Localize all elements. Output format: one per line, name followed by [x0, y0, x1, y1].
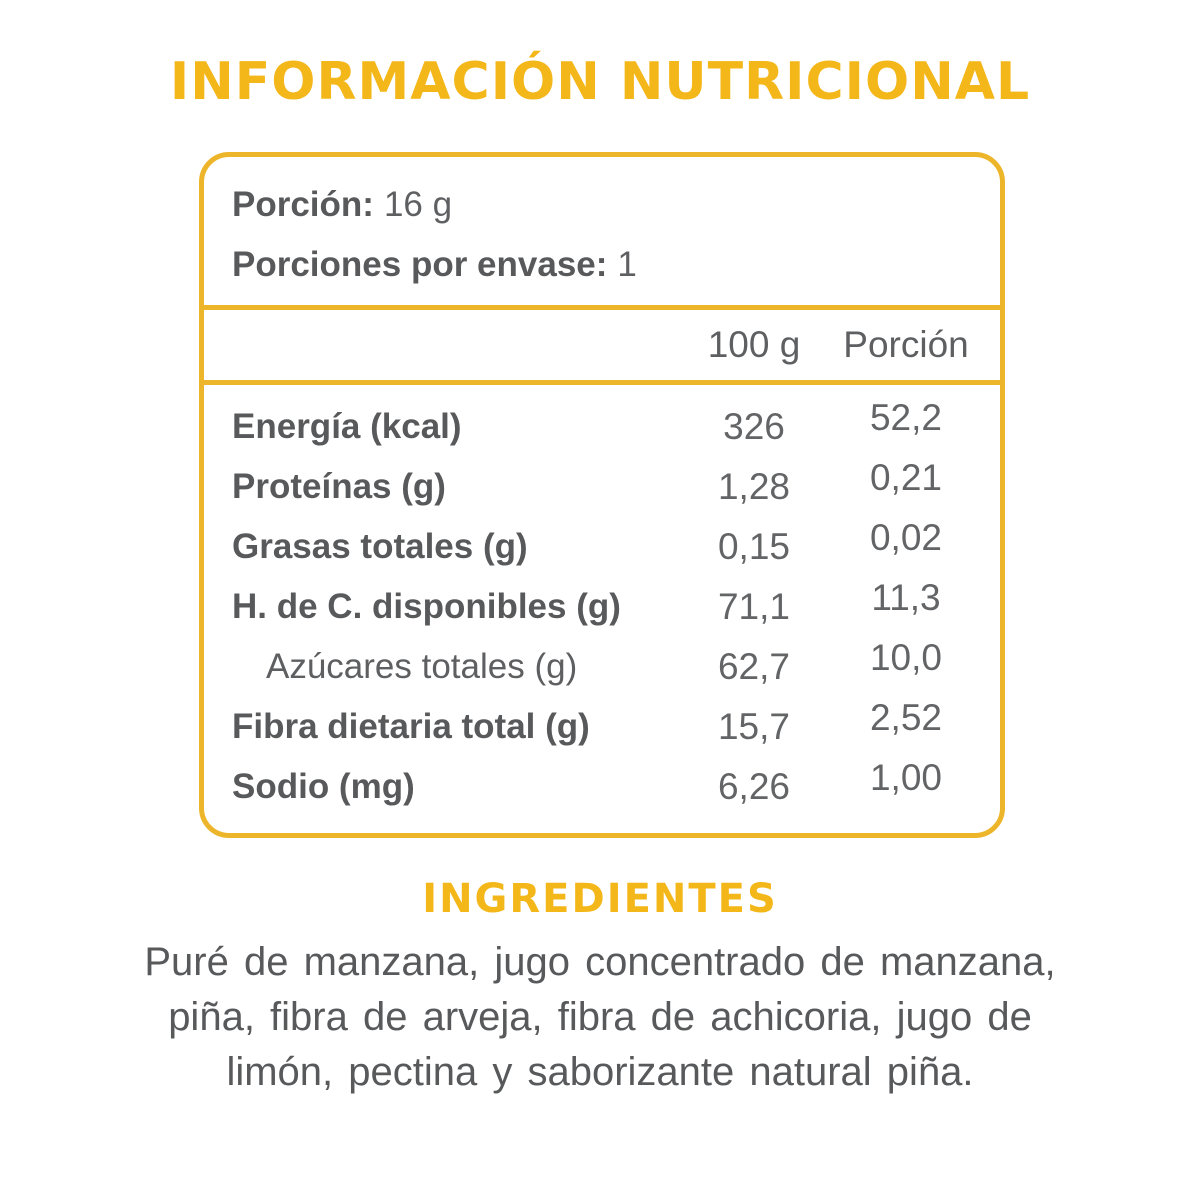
- servings-per-container-label: Porciones por envase:: [232, 245, 608, 284]
- portion-value: 2,52: [869, 697, 942, 738]
- column-header-porcion: Porción: [843, 324, 969, 365]
- portion-value: 10,0: [869, 637, 942, 678]
- per-100g-value: 15,7: [717, 706, 790, 747]
- nutrient-label: Proteínas (g): [232, 467, 446, 506]
- table-row: Grasas totales (g) 0,15 0,02: [204, 517, 1000, 577]
- table-row: Azúcares totales (g) 62,7 10,0: [204, 637, 1000, 697]
- column-header-row: 100 g Porción: [204, 310, 1000, 380]
- ingredients-line: Puré de manzana, jugo concentrado de man…: [144, 940, 1056, 984]
- nutrient-label: H. de C. disponibles (g): [232, 587, 621, 626]
- nutrient-label: Grasas totales (g): [232, 527, 528, 566]
- serving-size-label: Porción:: [232, 185, 374, 224]
- per-100g-value: 326: [723, 406, 785, 447]
- nutrient-label: Energía (kcal): [232, 407, 462, 446]
- divider-bottom: [204, 380, 1000, 385]
- table-row: Proteínas (g) 1,28 0,21: [204, 457, 1000, 517]
- page-title: INFORMACIÓN NUTRICIONAL: [169, 52, 1031, 112]
- servings-per-container-line: Porciones por envase: 1: [232, 235, 972, 295]
- ingredients-line: piña, fibra de arveja, fibra de achicori…: [168, 995, 1032, 1039]
- table-row: Sodio (mg) 6,26 1,00: [204, 757, 1000, 817]
- nutrient-label-sub: Azúcares totales (g): [266, 647, 578, 686]
- nutrient-label: Fibra dietaria total (g): [232, 707, 590, 746]
- per-100g-value: 0,15: [717, 526, 790, 567]
- serving-size-value: 16 g: [383, 185, 453, 224]
- portion-value: 11,3: [871, 577, 941, 618]
- portion-value: 1,00: [869, 757, 942, 798]
- per-100g-value: 6,26: [717, 766, 790, 807]
- serving-info-section: Porción: 16 g Porciones por envase: 1: [204, 157, 1000, 305]
- table-row: H. de C. disponibles (g) 71,1 11,3: [204, 577, 1000, 637]
- table-row: Fibra dietaria total (g) 15,7 2,52: [204, 697, 1000, 757]
- ingredients-paragraph: Puré de manzana, jugo concentrado de man…: [50, 935, 1150, 1100]
- servings-per-container-value: 1: [617, 245, 637, 284]
- portion-value: 0,21: [869, 457, 942, 498]
- column-header-100g: 100 g: [707, 324, 801, 365]
- nutrition-panel: Porción: 16 g Porciones por envase: 1 100 …: [199, 152, 1005, 838]
- nutrient-label: Sodio (mg): [232, 767, 415, 806]
- per-100g-value: 62,7: [717, 646, 790, 687]
- serving-size-line: Porción: 16 g: [232, 175, 972, 235]
- nutrient-table: Energía (kcal) 326 52,2 Proteínas (g) 1,…: [204, 385, 1000, 817]
- portion-value: 0,02: [869, 517, 942, 558]
- divider-top: [204, 305, 1000, 310]
- portion-value: 52,2: [869, 397, 942, 438]
- per-100g-value: 1,28: [717, 466, 790, 507]
- ingredients-line: limón, pectina y saborizante natural piñ…: [226, 1050, 974, 1094]
- ingredients-heading: INGREDIENTES: [422, 876, 778, 922]
- per-100g-value: 71,1: [717, 586, 790, 627]
- table-row: Energía (kcal) 326 52,2: [204, 397, 1000, 457]
